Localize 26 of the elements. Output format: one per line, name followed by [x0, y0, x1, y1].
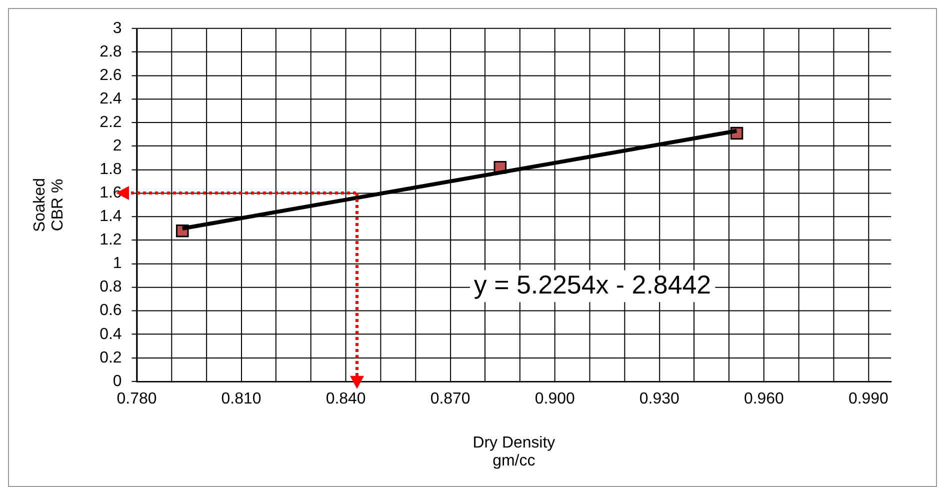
x-tick-label: 0.960	[744, 390, 784, 408]
y-tick-label: 2.8	[100, 43, 122, 60]
y-tick-label: 0.2	[100, 349, 122, 366]
x-tick-label: 0.840	[326, 390, 366, 408]
y-tick-label: 1	[112, 255, 122, 272]
x-tick-label: 0.870	[430, 390, 470, 408]
y-tick-label: 0.6	[100, 302, 122, 320]
y-tick-label: 2.6	[100, 66, 122, 84]
y-tick-label: 0.4	[100, 326, 122, 343]
y-tick-label: 3	[112, 20, 122, 37]
y-tick-label: 2	[112, 138, 122, 155]
y-tick-label: 1.8	[100, 161, 122, 178]
x-tick-label: 0.900	[534, 390, 575, 408]
y-tick-label: 1.4	[100, 208, 122, 226]
x-tick-label: 0.990	[848, 390, 889, 408]
y-axis-title: Soaked CBR %	[31, 178, 66, 232]
x-axis-title: Dry Density gm/cc	[472, 434, 556, 470]
x-tick-label: 0.780	[116, 390, 157, 408]
annotation: y = 5.2254x - 2.8442	[474, 271, 712, 300]
x-tick-label: 0.930	[639, 390, 680, 408]
x-tick-label: 0.810	[221, 390, 262, 408]
y-tick-label: 0.8	[100, 278, 122, 296]
y-tick-label: 2.2	[100, 114, 122, 132]
y-tick-label: 1.2	[100, 232, 122, 249]
y-tick-label: 2.4	[100, 90, 122, 108]
y-tick-label: 0	[112, 372, 122, 390]
